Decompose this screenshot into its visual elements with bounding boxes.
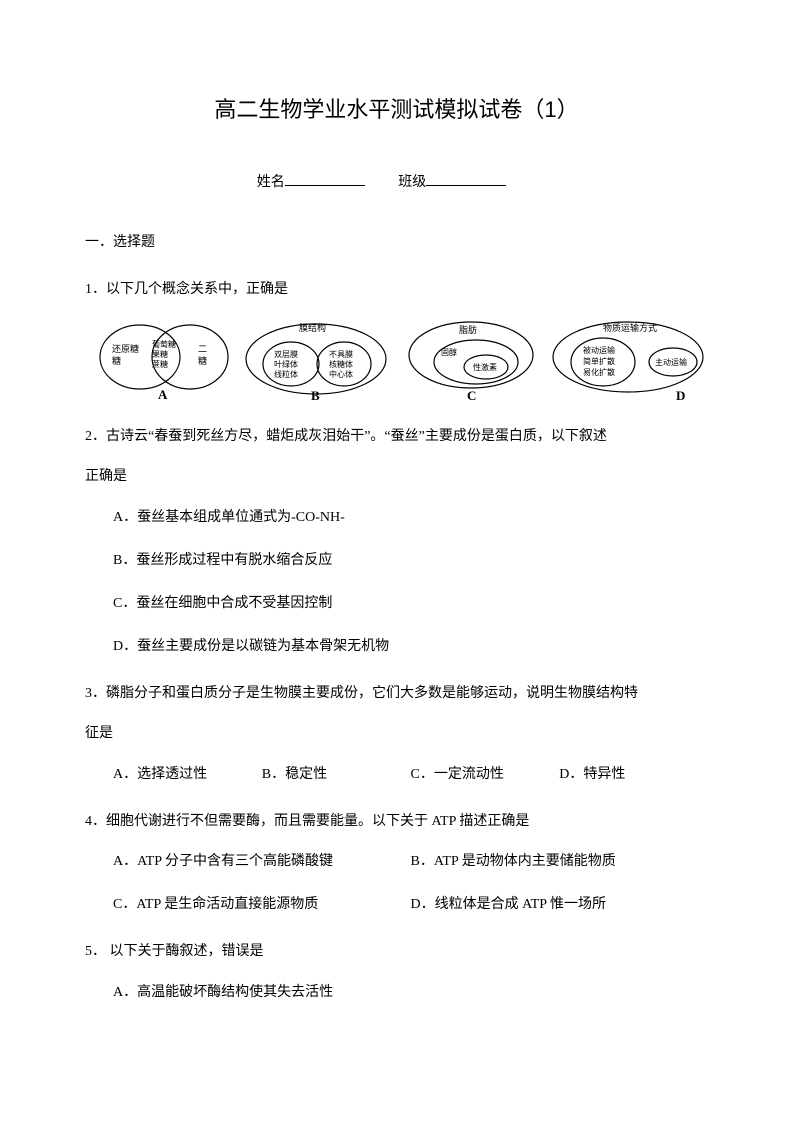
diagram-c: 脂肪 固醇 性激素 C xyxy=(394,317,548,402)
diagram-a: 还原糖 糖 葡萄糖 果糖 蔗糖 二 糖 A xyxy=(85,317,239,402)
svg-text:叶绿体: 叶绿体 xyxy=(274,359,298,369)
venn-d-icon: 物质运输方式 被动运输 简单扩散 易化扩散 主动运输 D xyxy=(548,317,708,402)
svg-text:简单扩散: 简单扩散 xyxy=(583,356,615,366)
q3-option-c: C．一定流动性 xyxy=(411,762,560,787)
question-1: 1．以下几个概念关系中，正确是 还原糖 糖 葡萄糖 果糖 蔗糖 二 糖 A xyxy=(85,277,708,402)
class-blank[interactable] xyxy=(426,185,506,186)
svg-text:脂肪: 脂肪 xyxy=(459,324,477,335)
svg-text:中心体: 中心体 xyxy=(329,369,353,379)
svg-text:二: 二 xyxy=(198,344,207,354)
svg-text:糖: 糖 xyxy=(198,355,207,366)
q2-option-a: A．蚕丝基本组成单位通式为-CO-NH- xyxy=(113,505,708,530)
svg-text:固醇: 固醇 xyxy=(441,347,457,357)
svg-text:糖: 糖 xyxy=(112,355,121,366)
q4-option-a: A．ATP 分子中含有三个高能磷酸键 xyxy=(113,849,411,874)
q3-option-b: B．稳定性 xyxy=(262,762,411,787)
svg-text:核糖体: 核糖体 xyxy=(329,359,353,369)
section-1-title: 一．选择题 xyxy=(85,230,708,255)
question-2: 2．古诗云“春蚕到死丝方尽，蜡炬成灰泪始干”。“蚕丝”主要成份是蛋白质，以下叙述… xyxy=(85,424,708,659)
svg-text:被动运输: 被动运输 xyxy=(583,345,615,355)
svg-text:A: A xyxy=(158,387,168,402)
svg-text:双层膜: 双层膜 xyxy=(274,349,298,359)
name-label: 姓名 xyxy=(257,175,285,190)
svg-text:物质运输方式: 物质运输方式 xyxy=(603,322,657,333)
svg-text:不具膜: 不具膜 xyxy=(329,349,353,359)
svg-text:B: B xyxy=(311,388,320,402)
q2-text-2: 正确是 xyxy=(85,464,708,489)
q5-text: 5． 以下关于酶叙述，错误是 xyxy=(85,939,708,964)
q2-option-c: C．蚕丝在细胞中合成不受基因控制 xyxy=(113,591,708,616)
page-title: 高二生物学业水平测试模拟试卷（1） xyxy=(85,90,708,130)
q3-option-a: A．选择透过性 xyxy=(113,762,262,787)
question-3: 3．磷脂分子和蛋白质分子是生物膜主要成份，它们大多数是能够运动，说明生物膜结构特… xyxy=(85,681,708,787)
venn-a-icon: 还原糖 糖 葡萄糖 果糖 蔗糖 二 糖 A xyxy=(90,317,235,402)
question-5: 5． 以下关于酶叙述，错误是 A．高温能破坏酶结构使其失去活性 xyxy=(85,939,708,1004)
q3-text-2: 征是 xyxy=(85,721,708,746)
svg-text:果糖: 果糖 xyxy=(152,349,168,359)
q4-option-c: C．ATP 是生命活动直接能源物质 xyxy=(113,892,411,917)
venn-b-icon: 膜结构 双层膜 叶绿体 线粒体 不具膜 核糖体 中心体 B xyxy=(239,317,394,402)
q3-text-1: 3．磷脂分子和蛋白质分子是生物膜主要成份，它们大多数是能够运动，说明生物膜结构特 xyxy=(85,681,708,706)
svg-text:D: D xyxy=(676,388,685,402)
q2-option-b: B．蚕丝形成过程中有脱水缩合反应 xyxy=(113,548,708,573)
q4-text: 4．细胞代谢进行不但需要酶，而且需要能量。以下关于 ATP 描述正确是 xyxy=(85,809,708,834)
diagram-b: 膜结构 双层膜 叶绿体 线粒体 不具膜 核糖体 中心体 B xyxy=(239,317,394,402)
svg-text:线粒体: 线粒体 xyxy=(274,369,298,379)
svg-text:还原糖: 还原糖 xyxy=(112,343,139,354)
student-info: 姓名 班级 xyxy=(85,170,708,195)
q4-option-b: B．ATP 是动物体内主要储能物质 xyxy=(411,849,709,874)
q2-text-1: 2．古诗云“春蚕到死丝方尽，蜡炬成灰泪始干”。“蚕丝”主要成份是蛋白质，以下叙述 xyxy=(85,424,708,449)
name-blank[interactable] xyxy=(285,185,365,186)
diagram-d: 物质运输方式 被动运输 简单扩散 易化扩散 主动运输 D xyxy=(548,317,708,402)
q3-option-d: D．特异性 xyxy=(559,762,708,787)
svg-text:蔗糖: 蔗糖 xyxy=(152,359,168,369)
q4-option-d: D．线粒体是合成 ATP 惟一场所 xyxy=(411,892,709,917)
q1-text: 1．以下几个概念关系中，正确是 xyxy=(85,277,708,302)
svg-text:膜结构: 膜结构 xyxy=(299,322,326,333)
q5-option-a: A．高温能破坏酶结构使其失去活性 xyxy=(113,980,708,1005)
q2-option-d: D．蚕丝主要成份是以碳链为基本骨架无机物 xyxy=(113,634,708,659)
question-4: 4．细胞代谢进行不但需要酶，而且需要能量。以下关于 ATP 描述正确是 A．AT… xyxy=(85,809,708,918)
svg-text:易化扩散: 易化扩散 xyxy=(583,367,615,377)
venn-c-icon: 脂肪 固醇 性激素 C xyxy=(401,317,541,402)
q1-diagrams: 还原糖 糖 葡萄糖 果糖 蔗糖 二 糖 A 膜结构 双层膜 叶绿体 线粒体 不具… xyxy=(85,317,708,402)
svg-text:性激素: 性激素 xyxy=(473,362,497,372)
svg-text:葡萄糖: 葡萄糖 xyxy=(152,339,176,349)
class-label: 班级 xyxy=(398,175,426,190)
svg-text:主动运输: 主动运输 xyxy=(655,357,687,367)
svg-text:C: C xyxy=(467,388,476,402)
